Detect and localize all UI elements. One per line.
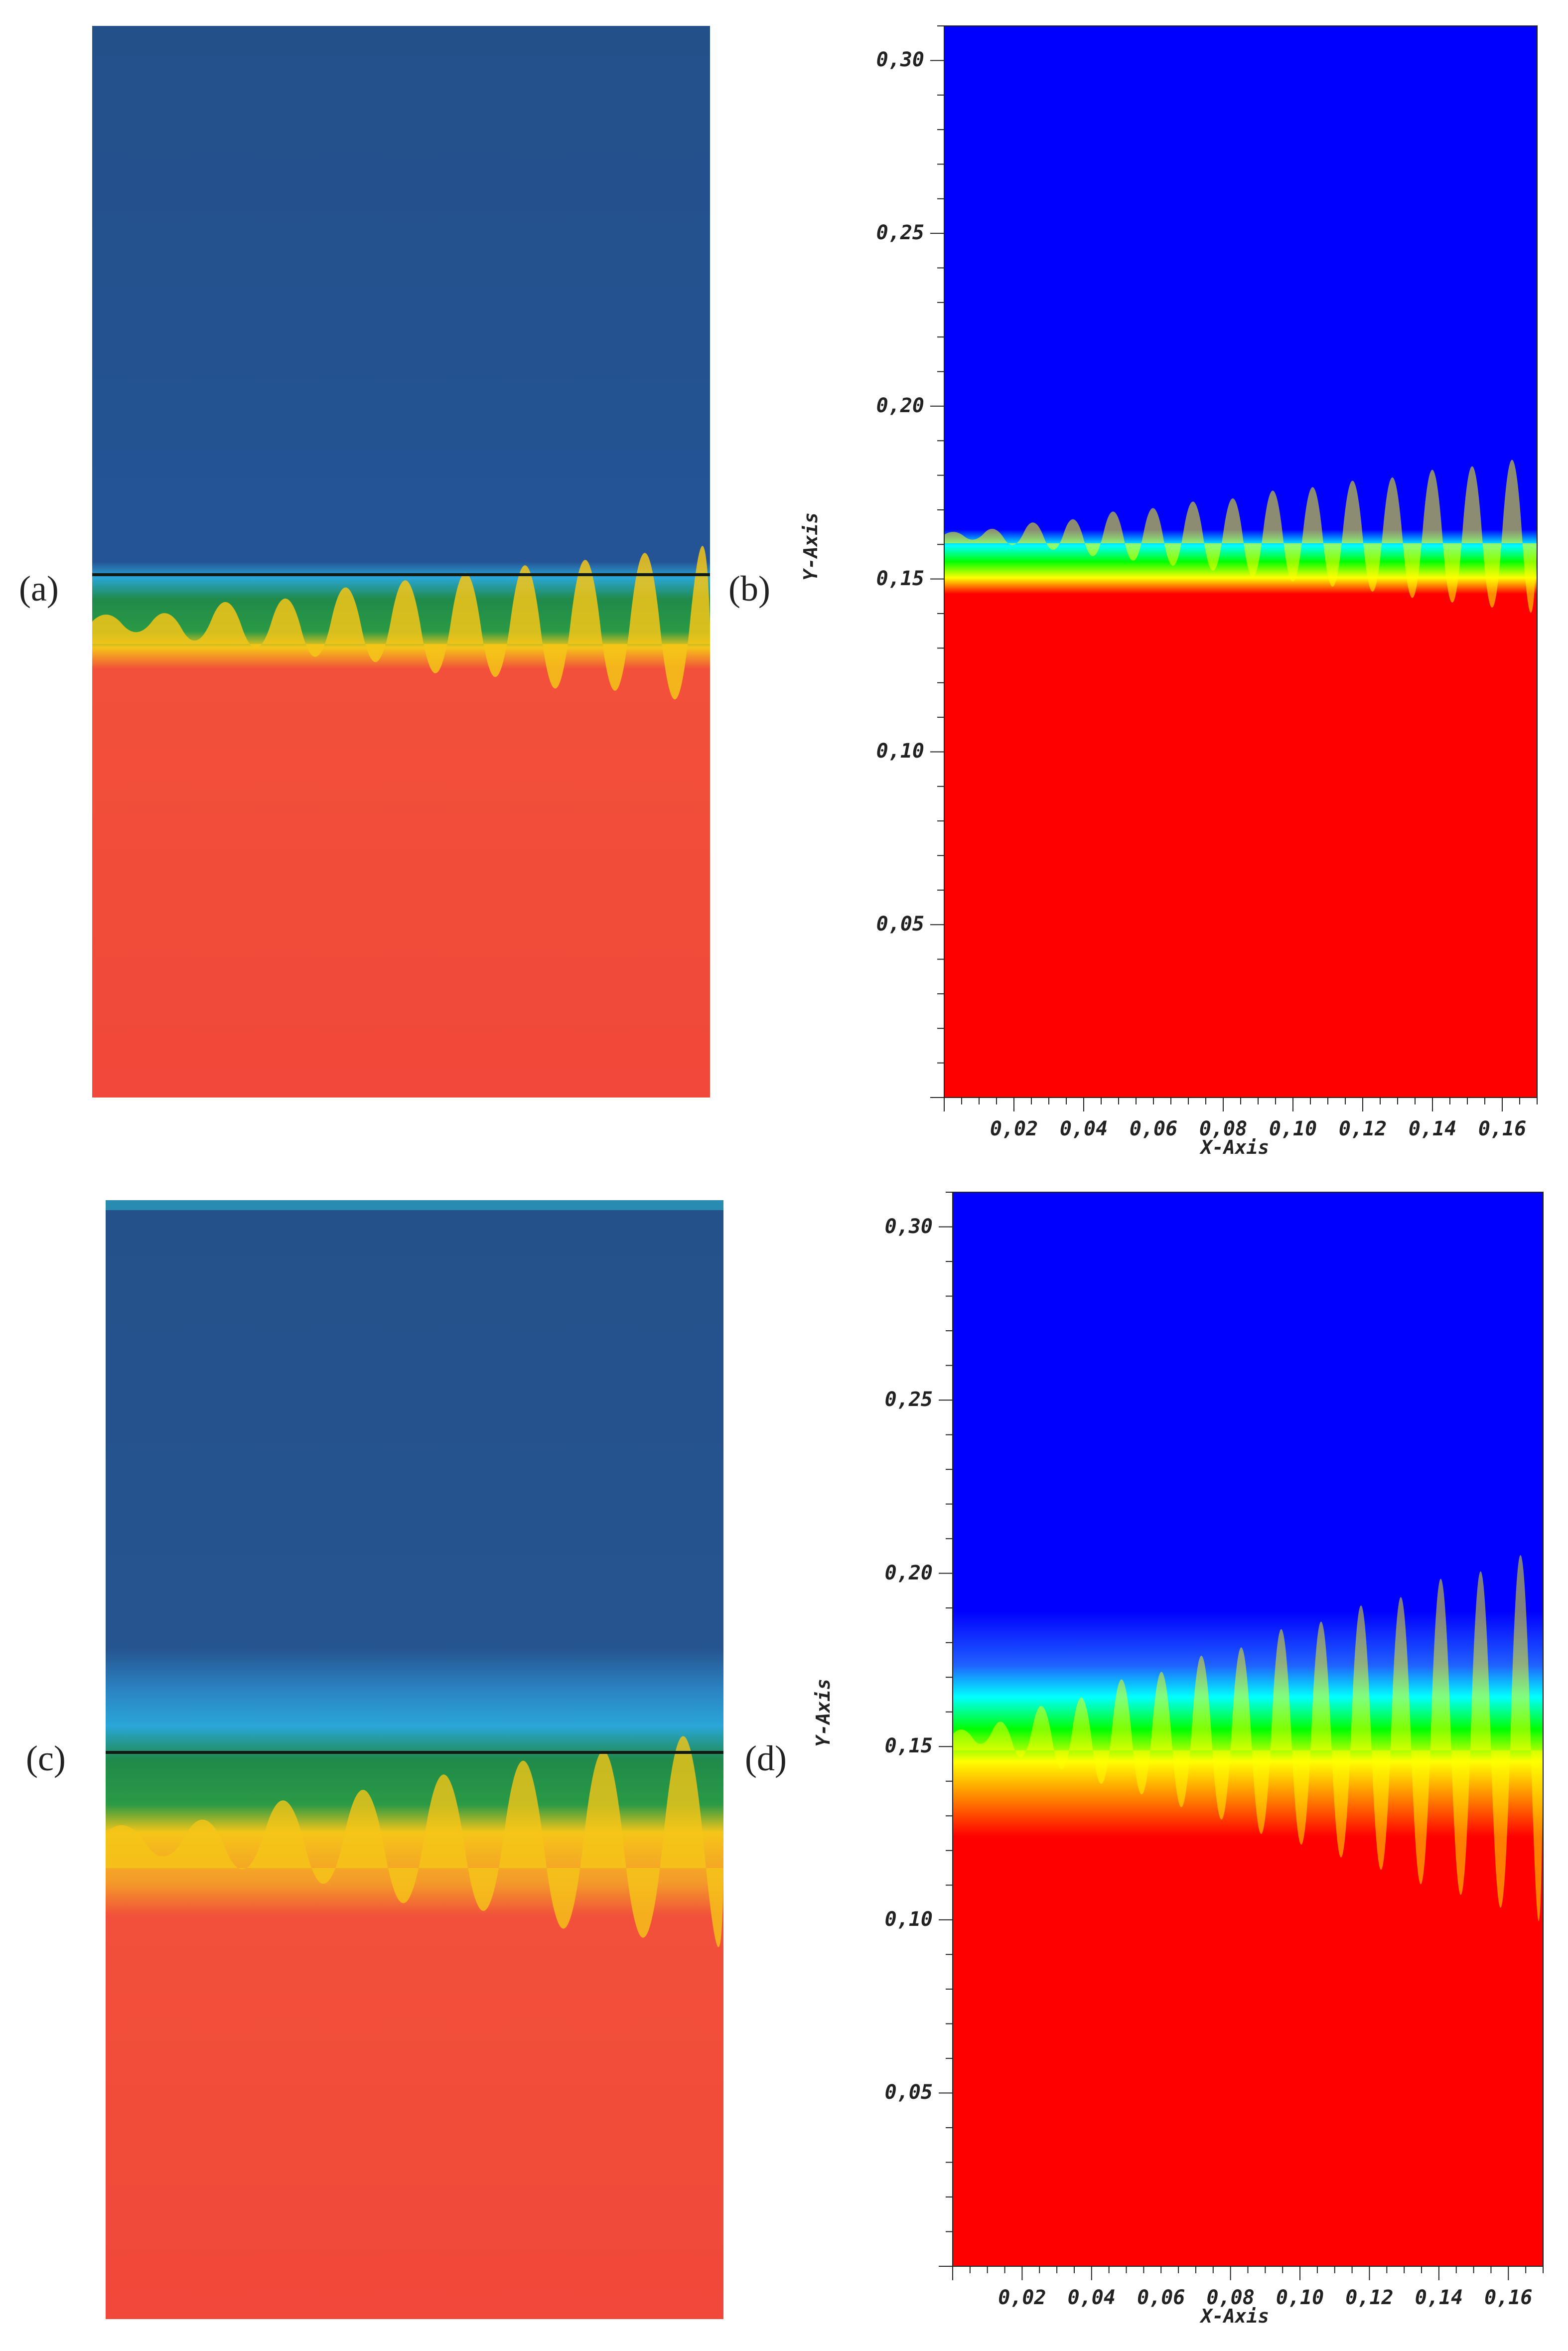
y-tick-label-b: 0,15 <box>876 567 924 590</box>
x-tick-label-d: 0,06 <box>1137 2286 1185 2309</box>
simulation-panel-d <box>777 1182 1555 2349</box>
xlabel-b: X-Axis <box>1201 1136 1270 1158</box>
simulation-plot-b <box>930 25 1538 1111</box>
x-tick-label-b: 0,14 <box>1408 1117 1457 1140</box>
x-tick-label-d: 0,10 <box>1276 2286 1324 2309</box>
xlabel-d: X-Axis <box>1201 2305 1270 2327</box>
y-tick-label-d: 0,05 <box>884 2081 933 2104</box>
simulation-panel-b <box>777 20 1555 1181</box>
panel-label-a: (a) <box>19 569 59 609</box>
panel-label-c: (c) <box>26 1738 66 1778</box>
y-tick-label-b: 0,20 <box>876 394 924 417</box>
x-tick-label-b: 0,04 <box>1059 1117 1108 1140</box>
y-tick-label-d: 0,20 <box>884 1561 933 1584</box>
y-tick-label-d: 0,15 <box>884 1734 933 1758</box>
y-tick-label-d: 0,30 <box>884 1215 933 1238</box>
ylabel-b: Y-Axis <box>800 512 822 581</box>
x-tick-label-d: 0,16 <box>1484 2286 1533 2309</box>
y-tick-label-b: 0,30 <box>876 48 924 72</box>
x-tick-label-b: 0,12 <box>1338 1117 1387 1140</box>
ylabel-d: Y-Axis <box>812 1678 834 1747</box>
photo-panel-a <box>92 26 710 1097</box>
x-tick-label-b: 0,10 <box>1269 1117 1317 1140</box>
photo-image-a <box>92 26 710 1097</box>
simulation-plot-d <box>939 1192 1544 2280</box>
y-tick-label-b: 0,10 <box>876 740 924 763</box>
x-tick-label-d: 0,12 <box>1345 2286 1394 2309</box>
x-tick-label-d: 0,02 <box>998 2286 1046 2309</box>
y-tick-label-d: 0,10 <box>884 1907 933 1931</box>
y-tick-label-d: 0,25 <box>884 1388 933 1411</box>
field-image-b <box>944 26 1537 1097</box>
photo-image-c <box>106 1200 723 2319</box>
x-tick-label-b: 0,08 <box>1199 1117 1248 1140</box>
x-tick-label-b: 0,16 <box>1478 1117 1527 1140</box>
x-tick-label-d: 0,14 <box>1415 2286 1463 2309</box>
x-tick-label-d: 0,04 <box>1067 2286 1116 2309</box>
x-tick-label-b: 0,02 <box>990 1117 1038 1140</box>
x-tick-label-d: 0,08 <box>1206 2286 1255 2309</box>
photo-panel-c <box>106 1200 723 2319</box>
y-tick-label-b: 0,05 <box>876 913 924 936</box>
panel-label-b: (b) <box>728 569 770 609</box>
y-tick-label-b: 0,25 <box>876 221 924 245</box>
x-tick-label-b: 0,06 <box>1129 1117 1178 1140</box>
panel-label-d: (d) <box>745 1738 787 1778</box>
